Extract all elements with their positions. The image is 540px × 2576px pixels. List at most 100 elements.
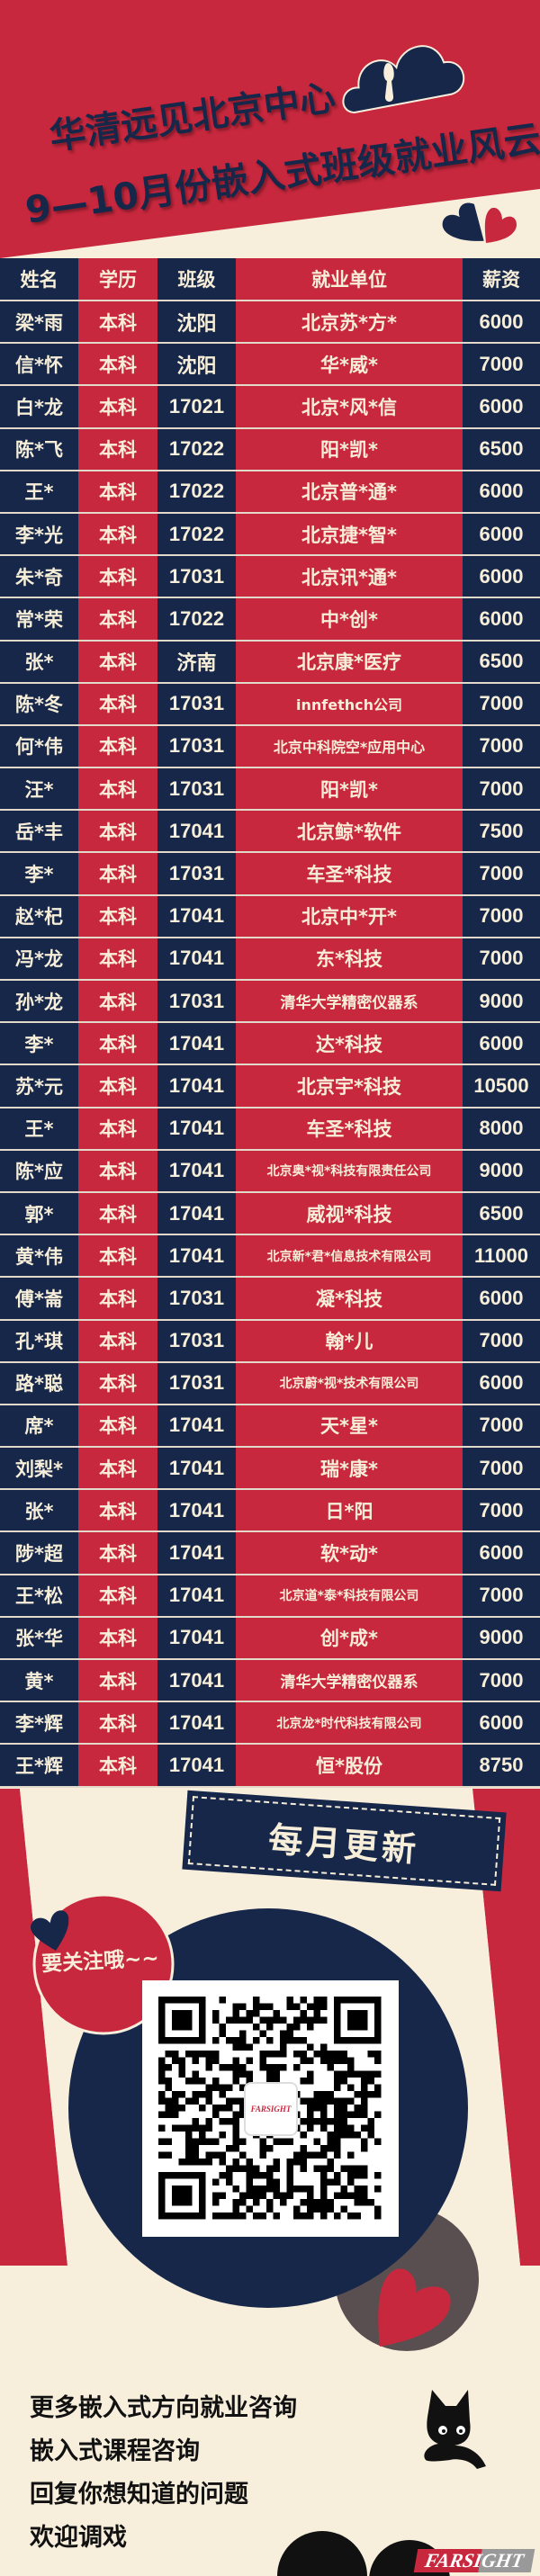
table-row: 信*怀 本科 沈阳 华*威* 7000 bbox=[0, 344, 540, 387]
cell-education: 本科 bbox=[78, 1405, 158, 1447]
table-row: 冯*龙 本科 17041 东*科技 7000 bbox=[0, 938, 540, 981]
contact-line: 嵌入式课程咨询 bbox=[30, 2437, 200, 2465]
cell-class: 17041 bbox=[158, 938, 236, 979]
cell-company: 中*创* bbox=[236, 598, 463, 640]
table-row: 苏*元 本科 17041 北京宇*科技 10500 bbox=[0, 1065, 540, 1108]
cell-salary: 7000 bbox=[463, 853, 540, 894]
cell-salary: 7000 bbox=[463, 1575, 540, 1616]
cell-class: 17041 bbox=[158, 1235, 236, 1277]
cell-name: 傅*崙 bbox=[0, 1278, 78, 1319]
cell-salary: 7000 bbox=[463, 1448, 540, 1489]
cell-class: 17041 bbox=[158, 1023, 236, 1064]
cell-company: 瑞*康* bbox=[236, 1448, 463, 1489]
cell-class: 17041 bbox=[158, 895, 236, 937]
table-row: 傅*崙 本科 17031 凝*科技 6000 bbox=[0, 1278, 540, 1321]
cell-education: 本科 bbox=[78, 513, 158, 555]
cell-salary: 6000 bbox=[463, 471, 540, 512]
cell-name: 王* bbox=[0, 1108, 78, 1149]
cell-name: 王*松 bbox=[0, 1575, 78, 1616]
cell-name: 何*伟 bbox=[0, 725, 78, 767]
col-name-header: 姓名 bbox=[0, 258, 78, 300]
table-row: 岳*丰 本科 17041 北京鲸*软件 7500 bbox=[0, 811, 540, 854]
cell-name: 黄* bbox=[0, 1660, 78, 1701]
cell-salary: 6000 bbox=[463, 1702, 540, 1744]
cell-class: 17041 bbox=[158, 1405, 236, 1447]
cell-salary: 9000 bbox=[463, 981, 540, 1022]
cell-company: 达*科技 bbox=[236, 1023, 463, 1064]
cell-company: 北京奥*视*科技有限责任公司 bbox=[236, 1150, 463, 1191]
cell-class: 17031 bbox=[158, 853, 236, 894]
cell-company: 恒*股份 bbox=[236, 1745, 463, 1786]
table-row: 孙*龙 本科 17031 清华大学精密仪器系 9000 bbox=[0, 981, 540, 1024]
cell-salary: 10500 bbox=[463, 1065, 540, 1107]
contact-line: 更多嵌入式方向就业咨询 bbox=[30, 2394, 297, 2422]
cell-education: 本科 bbox=[78, 1448, 158, 1489]
cell-name: 朱*奇 bbox=[0, 556, 78, 597]
cell-company: 北京苏*方* bbox=[236, 301, 463, 343]
cell-company: 北京讯*通* bbox=[236, 556, 463, 597]
cell-company: 凝*科技 bbox=[236, 1278, 463, 1319]
cell-company: 北京康*医疗 bbox=[236, 641, 463, 682]
cell-salary: 7000 bbox=[463, 1405, 540, 1447]
cell-salary: 6000 bbox=[463, 1278, 540, 1319]
table-row: 王* 本科 17022 北京普*通* 6000 bbox=[0, 471, 540, 514]
cell-name: 常*荣 bbox=[0, 598, 78, 640]
cell-salary: 7000 bbox=[463, 938, 540, 979]
cell-name: 王* bbox=[0, 471, 78, 512]
cell-company: 北京捷*智* bbox=[236, 513, 463, 555]
cell-salary: 6000 bbox=[463, 1532, 540, 1574]
table-row: 张*华 本科 17041 创*成* 9000 bbox=[0, 1617, 540, 1660]
cell-name: 陈*应 bbox=[0, 1150, 78, 1191]
page-title: 华清远见北京中心 9—10月份嵌入式班级就业风云榜 bbox=[0, 0, 540, 261]
cell-class: 17031 bbox=[158, 556, 236, 597]
qr-logo: FARSIGHT bbox=[244, 2082, 298, 2136]
cell-company: 北京中*开* bbox=[236, 895, 463, 937]
cell-name: 黄*伟 bbox=[0, 1235, 78, 1277]
cell-salary: 7000 bbox=[463, 1490, 540, 1531]
cell-salary: 6000 bbox=[463, 556, 540, 597]
cell-education: 本科 bbox=[78, 641, 158, 682]
cell-name: 李*辉 bbox=[0, 1702, 78, 1744]
cell-education: 本科 bbox=[78, 471, 158, 512]
cell-company: 天*星* bbox=[236, 1405, 463, 1447]
table-row: 李* 本科 17041 达*科技 6000 bbox=[0, 1023, 540, 1066]
cell-name: 路*聪 bbox=[0, 1362, 78, 1404]
table-row: 陈*飞 本科 17022 阳*凯* 6500 bbox=[0, 428, 540, 471]
cell-class: 17031 bbox=[158, 1362, 236, 1404]
cell-class: 17041 bbox=[158, 1150, 236, 1191]
cell-education: 本科 bbox=[78, 1660, 158, 1701]
qr-code-pattern bbox=[158, 1997, 382, 2220]
col-class-header: 班级 bbox=[158, 258, 236, 300]
cell-company: 车圣*科技 bbox=[236, 1108, 463, 1149]
table-row: 郭* 本科 17041 威视*科技 6500 bbox=[0, 1192, 540, 1236]
cell-class: 17022 bbox=[158, 513, 236, 555]
table-row: 刘梨* 本科 17041 瑞*康* 7000 bbox=[0, 1448, 540, 1491]
cell-name: 陈*冬 bbox=[0, 683, 78, 724]
table-row: 何*伟 本科 17031 北京中科院空*应用中心 7000 bbox=[0, 725, 540, 769]
col-salary-header: 薪资 bbox=[463, 258, 540, 300]
cell-education: 本科 bbox=[78, 1320, 158, 1361]
cell-salary: 7000 bbox=[463, 768, 540, 810]
table-row: 王*松 本科 17041 北京道*泰*科技有限公司 7000 bbox=[0, 1575, 540, 1618]
cloud-upload-icon bbox=[342, 45, 465, 114]
table-row: 黄*伟 本科 17041 北京新*君*信息技术有限公司 11000 bbox=[0, 1235, 540, 1279]
cell-company: 清华大学精密仪器系 bbox=[236, 1660, 463, 1701]
cell-education: 本科 bbox=[78, 301, 158, 343]
cell-education: 本科 bbox=[78, 768, 158, 810]
cell-company: 东*科技 bbox=[236, 938, 463, 979]
cell-name: 赵*杞 bbox=[0, 895, 78, 937]
cell-education: 本科 bbox=[78, 1532, 158, 1574]
cell-name: 张* bbox=[0, 641, 78, 682]
cell-salary: 8750 bbox=[463, 1745, 540, 1786]
col-education-header: 学历 bbox=[78, 258, 158, 300]
cell-salary: 7000 bbox=[463, 895, 540, 937]
cell-name: 张* bbox=[0, 1490, 78, 1531]
small-heart-icon bbox=[31, 1910, 69, 1951]
qr-code[interactable]: FARSIGHT bbox=[142, 1980, 399, 2237]
cell-class: 17022 bbox=[158, 598, 236, 640]
cell-education: 本科 bbox=[78, 1617, 158, 1658]
table-header: 姓名 学历 班级 就业单位 薪资 bbox=[0, 258, 540, 301]
cell-salary: 7000 bbox=[463, 344, 540, 385]
cell-company: 翰*儿 bbox=[236, 1320, 463, 1361]
cell-salary: 9000 bbox=[463, 1150, 540, 1191]
